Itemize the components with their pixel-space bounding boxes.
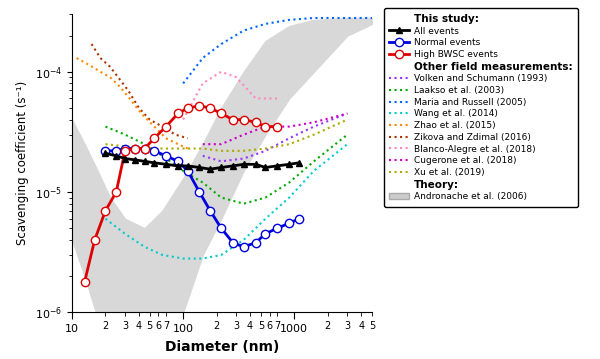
Y-axis label: Scavenging coefficient (s⁻¹): Scavenging coefficient (s⁻¹): [16, 81, 29, 246]
Legend: This study:, All events, Normal events, High BWSC events, Other field measuremen: This study:, All events, Normal events, …: [384, 8, 578, 207]
X-axis label: Diameter (nm): Diameter (nm): [165, 340, 279, 354]
